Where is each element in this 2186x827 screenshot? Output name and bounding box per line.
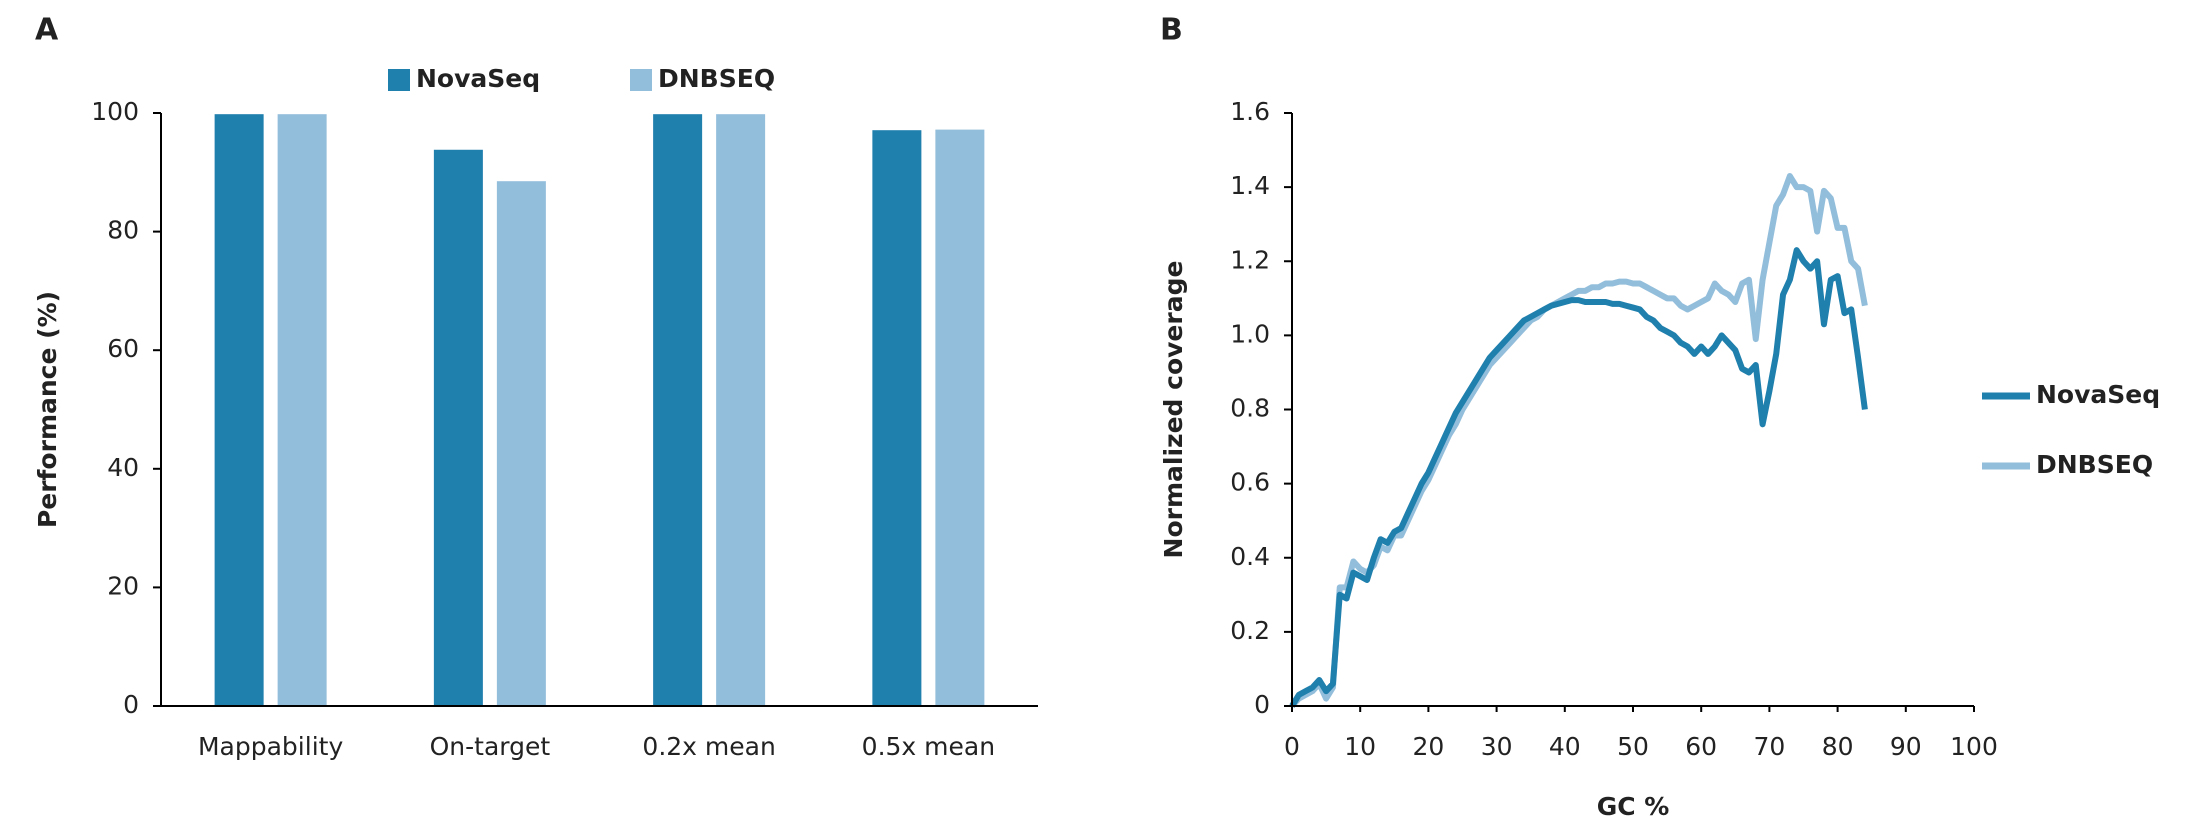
y-tick-label: 1.6 xyxy=(1230,97,1270,126)
bar xyxy=(214,114,264,707)
y-tick-label: 0.8 xyxy=(1230,394,1270,423)
panel-label: B xyxy=(1160,13,1183,48)
y-tick-label: 0.4 xyxy=(1230,542,1270,571)
y-tick-label: 40 xyxy=(107,453,139,482)
legend-label: NovaSeq xyxy=(416,64,540,93)
legend-label: DNBSEQ xyxy=(658,64,775,93)
y-axis-label: Normalized coverage xyxy=(1159,261,1188,559)
bar xyxy=(277,114,327,707)
x-tick-label: 0.2x mean xyxy=(642,732,775,761)
x-tick-label: 80 xyxy=(1822,732,1854,761)
x-tick-label: 0.5x mean xyxy=(862,732,995,761)
x-tick-label: 30 xyxy=(1481,732,1513,761)
legend-swatch xyxy=(630,69,652,91)
x-tick-label: On-target xyxy=(430,732,551,761)
x-tick-label: 10 xyxy=(1344,732,1376,761)
legend-label: DNBSEQ xyxy=(2036,450,2153,479)
y-tick-label: 20 xyxy=(107,571,139,600)
y-tick-label: 0 xyxy=(123,690,139,719)
y-tick-label: 1.4 xyxy=(1230,171,1270,200)
legend-label: NovaSeq xyxy=(2036,380,2160,409)
y-tick-label: 100 xyxy=(91,97,139,126)
x-tick-label: 40 xyxy=(1549,732,1581,761)
x-tick-label: 20 xyxy=(1412,732,1444,761)
y-tick-label: 60 xyxy=(107,334,139,363)
bar xyxy=(496,181,546,706)
y-tick-label: 80 xyxy=(107,216,139,245)
x-axis-label: GC % xyxy=(1597,792,1670,821)
bar xyxy=(433,149,483,707)
legend-swatch xyxy=(388,69,410,91)
x-tick-label: 90 xyxy=(1890,732,1922,761)
y-tick-label: 0.6 xyxy=(1230,468,1270,497)
x-tick-label: 0 xyxy=(1284,732,1300,761)
y-axis-label: Performance (%) xyxy=(33,291,62,528)
line-series xyxy=(1289,173,1868,709)
x-tick-label: 60 xyxy=(1685,732,1717,761)
bar xyxy=(872,130,922,706)
x-tick-label: 70 xyxy=(1753,732,1785,761)
panel-label: A xyxy=(35,13,59,48)
y-tick-label: 1.2 xyxy=(1230,245,1270,274)
x-tick-label: Mappability xyxy=(198,732,343,761)
bar xyxy=(935,129,985,706)
bar xyxy=(653,114,703,707)
line-series xyxy=(1289,247,1868,708)
x-tick-label: 50 xyxy=(1617,732,1649,761)
x-tick-label: 100 xyxy=(1950,732,1998,761)
y-tick-label: 0 xyxy=(1254,690,1270,719)
y-tick-label: 1.0 xyxy=(1230,319,1270,348)
y-tick-label: 0.2 xyxy=(1230,616,1270,645)
bar xyxy=(716,114,766,707)
